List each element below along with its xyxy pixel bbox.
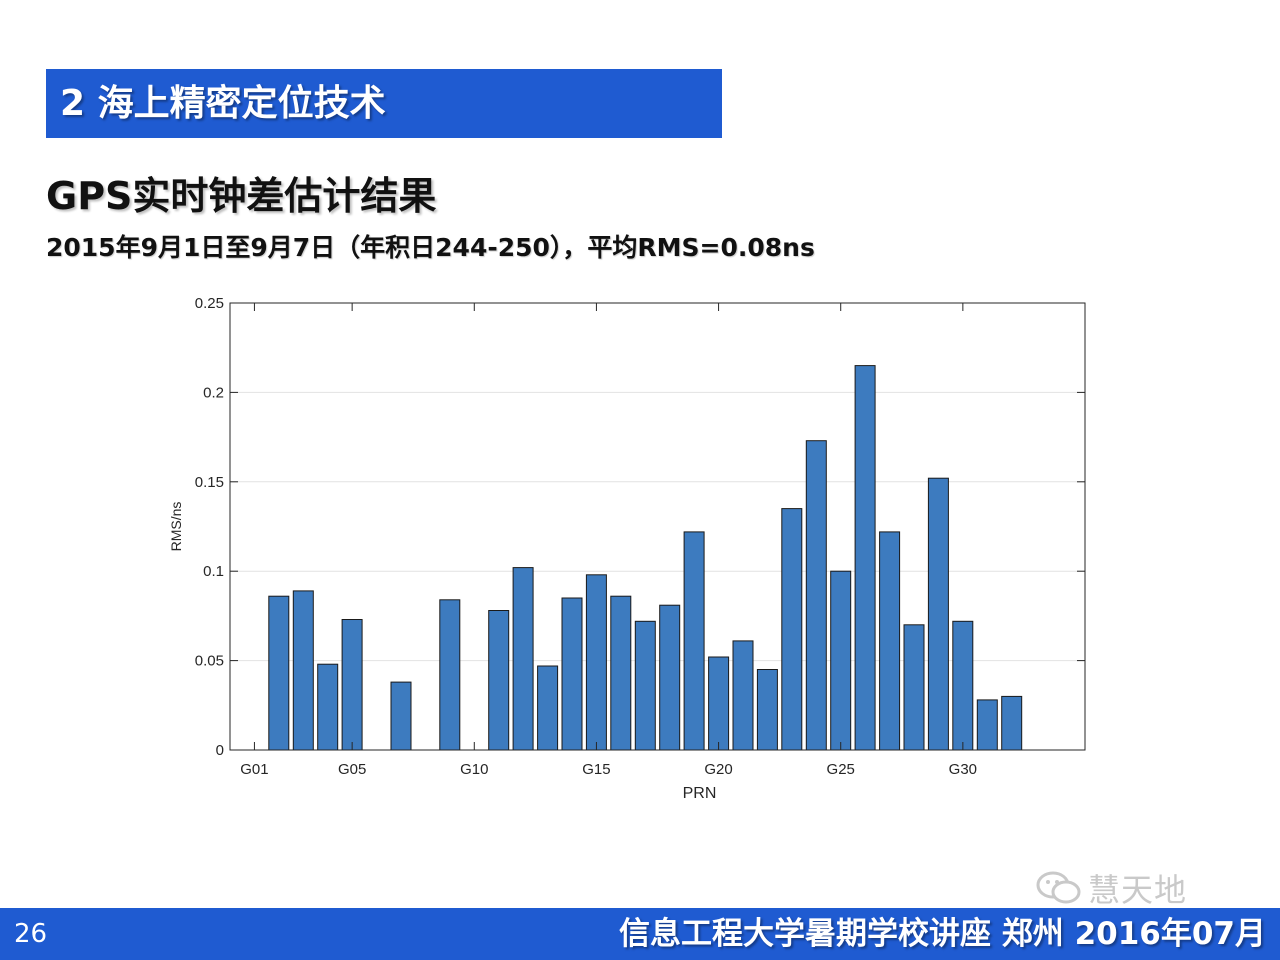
x-tick-label: G01 [240,761,268,778]
y-tick-label: 0.2 [203,384,224,401]
slide-subtitle: 2015年9月1日至9月7日（年积日244-250），平均RMS=0.08ns [46,233,815,262]
footer-text: 信息工程大学暑期学校讲座 郑州 2016年07月 [618,916,1266,952]
bar [488,610,510,751]
x-tick-label: G20 [704,761,732,778]
bar [292,590,314,751]
x-axis-label: PRN [683,785,717,802]
bar [952,620,974,751]
footer-bar: 26 信息工程大学暑期学校讲座 郑州 2016年07月 [0,908,1280,960]
bar [732,640,754,751]
bar [976,699,998,751]
bar [610,595,632,751]
wechat-icon [1036,871,1081,904]
bar [268,595,290,751]
bar [781,508,803,751]
x-tick-label: G30 [949,761,977,778]
x-tick-label: G25 [827,761,855,778]
bar [659,604,681,751]
bar [537,665,559,751]
bar [512,567,534,751]
bar [561,597,583,751]
bar [683,531,705,751]
bar [390,681,412,751]
bar [927,477,949,751]
bar [341,619,363,751]
bar [756,669,778,751]
y-axis-label: RMS/ns [168,502,184,552]
bar [585,574,607,751]
bar [634,620,656,751]
plot-frame [229,302,1086,751]
bar [439,599,461,751]
y-tick-label: 0.25 [195,295,224,312]
bar [317,663,339,751]
y-tick-label: 0.05 [195,653,224,670]
bar [1001,695,1023,751]
slide-title: GPS实时钟差估计结果 [46,174,437,218]
x-tick-label: G10 [460,761,488,778]
bar [830,570,852,751]
section-title: 2 海上精密定位技术 [60,83,386,124]
x-tick-label: G15 [582,761,610,778]
page-number: 26 [14,919,48,949]
watermark-text: 慧天地 [1088,871,1188,909]
bar [854,365,876,751]
bar [903,624,925,751]
bar [708,656,730,751]
bar [805,440,827,751]
y-tick-label: 0.15 [195,474,224,491]
x-tick-label: G05 [338,761,366,778]
y-tick-label: 0 [216,742,224,759]
bar [879,531,901,751]
watermark: 慧天地 [1036,868,1188,909]
y-tick-label: 0.1 [203,563,224,580]
section-header-bar: 2 海上精密定位技术 [46,69,722,138]
